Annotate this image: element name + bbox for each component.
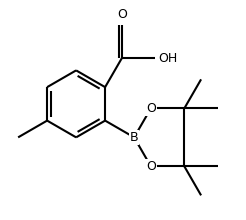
Text: O: O [146,160,156,173]
Text: O: O [146,102,156,115]
Text: B: B [130,131,138,144]
Text: O: O [117,8,127,21]
Text: OH: OH [159,52,178,65]
